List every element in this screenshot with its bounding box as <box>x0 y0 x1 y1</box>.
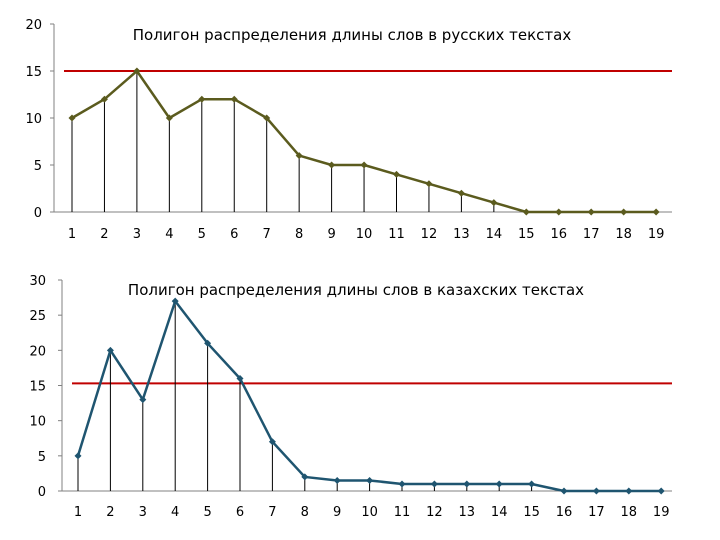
chart-kazakh-data-point <box>171 297 179 305</box>
chart-russian-x-tick-label: 6 <box>230 227 238 242</box>
chart-kazakh: Полигон распределения длины слов в казах… <box>29 274 672 520</box>
chart-kazakh-y-tick-label: 25 <box>29 309 46 324</box>
chart-russian-x-tick-label: 15 <box>518 227 535 242</box>
chart-kazakh-x-tick-label: 15 <box>523 505 540 520</box>
chart-russian-x-tick-label: 1 <box>68 227 76 242</box>
chart-kazakh-x-tick-label: 9 <box>333 505 341 520</box>
chart-kazakh-data-point <box>333 476 341 484</box>
chart-russian-data-point <box>457 189 465 197</box>
chart-russian-data-point <box>165 114 173 122</box>
chart-kazakh-data-point <box>657 487 665 495</box>
chart-kazakh-data-point <box>560 487 568 495</box>
chart-kazakh-data-point <box>106 346 114 354</box>
chart-kazakh-x-tick-label: 4 <box>171 505 179 520</box>
chart-russian-y-tick-label: 15 <box>25 65 42 80</box>
chart-kazakh-x-tick-label: 16 <box>556 505 573 520</box>
chart-russian-data-point <box>652 208 660 216</box>
chart-kazakh-x-tick-label: 12 <box>426 505 443 520</box>
chart-kazakh-x-tick-label: 17 <box>588 505 605 520</box>
chart-kazakh-data-point <box>139 396 147 404</box>
chart-kazakh-title: Полигон распределения длины слов в казах… <box>128 281 584 299</box>
chart-kazakh-data-point <box>268 438 276 446</box>
chart-kazakh-data-point <box>366 476 374 484</box>
chart-kazakh-data-point <box>592 487 600 495</box>
chart-russian-data-point <box>393 170 400 178</box>
chart-kazakh-data-point <box>430 480 438 488</box>
chart-russian-x-tick-label: 2 <box>100 227 108 242</box>
chart-kazakh-data-point <box>204 339 212 347</box>
chart-kazakh-series-line <box>76 299 662 493</box>
chart-kazakh-y-tick-label: 20 <box>29 344 46 359</box>
chart-russian-x-tick-label: 9 <box>327 227 335 242</box>
chart-kazakh-data-point <box>495 480 503 488</box>
chart-russian-x-tick-label: 12 <box>421 227 438 242</box>
chart-kazakh-data-point <box>236 374 244 382</box>
chart-russian-y-tick-label: 20 <box>25 18 42 33</box>
chart-kazakh-x-tick-label: 2 <box>106 505 114 520</box>
chart-russian-y-tick-label: 0 <box>34 206 42 221</box>
chart-russian-data-point <box>100 95 108 103</box>
chart-kazakh-data-point <box>398 480 406 488</box>
chart-russian-data-point <box>360 161 368 169</box>
chart-russian-data-point <box>425 180 433 188</box>
chart-kazakh-y-tick-label: 10 <box>29 415 46 430</box>
chart-kazakh-data-point <box>625 487 633 495</box>
chart-russian-data-point <box>490 199 498 207</box>
chart-russian-y-tick-label: 10 <box>25 112 42 127</box>
chart-kazakh-y-tick-label: 5 <box>38 450 46 465</box>
chart-russian: Полигон распределения длины слов в русск… <box>25 18 672 242</box>
chart-russian-data-point <box>587 208 595 216</box>
chart-kazakh-x-tick-label: 3 <box>139 505 147 520</box>
chart-russian-data-point <box>68 114 76 122</box>
chart-kazakh-x-tick-label: 1 <box>74 505 82 520</box>
chart-russian-data-point <box>133 67 141 75</box>
chart-kazakh-data-point <box>301 473 309 481</box>
chart-russian-x-tick-label: 8 <box>295 227 303 242</box>
chart-russian-title: Полигон распределения длины слов в русск… <box>133 26 572 44</box>
chart-russian-x-tick-label: 5 <box>198 227 206 242</box>
chart-russian-data-point <box>620 208 628 216</box>
chart-kazakh-data-point <box>528 480 536 488</box>
chart-russian-data-point <box>555 208 563 216</box>
chart-russian-x-tick-label: 17 <box>583 227 600 242</box>
chart-russian-x-tick-label: 11 <box>388 227 405 242</box>
chart-kazakh-x-tick-label: 18 <box>621 505 638 520</box>
chart-russian-data-point <box>198 95 206 103</box>
chart-kazakh-y-tick-label: 30 <box>29 274 46 289</box>
chart-russian-data-point <box>522 208 530 216</box>
chart-kazakh-y-tick-label: 0 <box>38 485 46 500</box>
chart-russian-x-tick-label: 14 <box>486 227 503 242</box>
chart-kazakh-x-tick-label: 11 <box>394 505 411 520</box>
chart-kazakh-y-tick-label: 15 <box>29 380 46 395</box>
chart-russian-x-tick-label: 19 <box>648 227 665 242</box>
chart-kazakh-x-tick-label: 5 <box>203 505 211 520</box>
chart-kazakh-data-point <box>463 480 471 488</box>
chart-kazakh-x-tick-label: 19 <box>653 505 670 520</box>
chart-russian-x-tick-label: 10 <box>356 227 373 242</box>
chart-russian-x-tick-label: 3 <box>133 227 141 242</box>
chart-russian-x-tick-label: 18 <box>615 227 632 242</box>
chart-russian-x-tick-label: 4 <box>165 227 173 242</box>
chart-kazakh-x-tick-label: 10 <box>361 505 378 520</box>
chart-russian-x-tick-label: 16 <box>550 227 567 242</box>
chart-kazakh-x-tick-label: 7 <box>268 505 276 520</box>
chart-russian-data-point <box>263 114 271 122</box>
chart-russian-data-point <box>295 152 303 160</box>
chart-kazakh-x-tick-label: 6 <box>236 505 244 520</box>
chart-russian-data-point <box>230 95 238 103</box>
chart-russian-x-tick-label: 13 <box>453 227 470 242</box>
chart-kazakh-x-tick-label: 13 <box>459 505 476 520</box>
chart-kazakh-x-tick-label: 14 <box>491 505 508 520</box>
chart-russian-data-point <box>328 161 336 169</box>
chart-russian-y-tick-label: 5 <box>34 159 42 174</box>
chart-kazakh-x-tick-label: 8 <box>301 505 309 520</box>
chart-kazakh-data-point <box>74 452 82 460</box>
chart-russian-x-tick-label: 7 <box>263 227 271 242</box>
